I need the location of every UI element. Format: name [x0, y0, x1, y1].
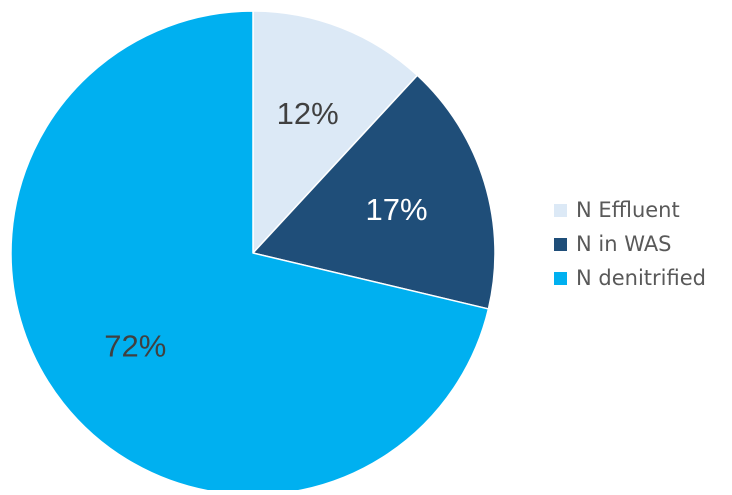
legend-item-n-in-was: N in WAS — [554, 227, 706, 261]
pie-slice-n-effluent — [252, 10, 419, 254]
legend-item-n-effluent: N Effluent — [554, 193, 706, 227]
legend-swatch-n-effluent — [554, 203, 567, 217]
chart-legend: N Effluent N in WAS N denitrified — [554, 193, 706, 295]
pie-slice-n-denitrified — [10, 10, 490, 495]
data-label-n-in-was: 17% — [365, 192, 427, 227]
data-label-n-effluent: 12% — [277, 96, 339, 131]
legend-label-n-effluent: N Effluent — [576, 198, 680, 222]
legend-item-n-denitrified: N denitrified — [554, 261, 706, 295]
legend-label-n-denitrified: N denitrified — [576, 266, 706, 290]
legend-label-n-in-was: N in WAS — [576, 232, 672, 256]
legend-swatch-n-in-was — [554, 237, 567, 251]
legend-swatch-n-denitrified — [554, 271, 567, 285]
pie-slice-n-in-was — [252, 74, 496, 310]
data-label-n-denitrified: 72% — [104, 329, 166, 364]
